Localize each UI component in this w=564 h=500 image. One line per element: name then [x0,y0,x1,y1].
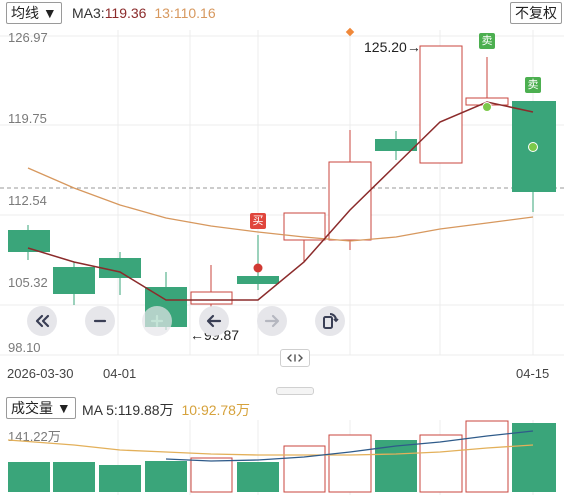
volume-bar-2 [53,462,95,492]
price-tick-1: 126.97 [8,30,48,45]
high-price-label: 125.20→ [364,39,421,55]
price-tick-4: 105.32 [8,275,48,290]
panel-resize-handle[interactable] [276,387,314,395]
indicator-select[interactable]: 均线 ▼ [6,2,62,24]
date-tick-3: 04-15 [516,366,550,381]
volume-bar-10 [419,434,463,493]
volume-bar-5 [190,457,233,493]
candle-2 [53,267,95,294]
candle-8 [328,161,372,241]
volume-indicator-select[interactable]: 成交量 ▼ [6,397,76,419]
sell-signal-dot-2[interactable] [528,142,538,152]
candle-5 [190,291,233,305]
vol-ma10-value: 92.78万 [200,402,250,418]
buy-tag[interactable]: 买 [250,213,266,229]
candle-9 [375,139,417,151]
arrow-left-icon [206,314,222,328]
date-tick-2: 04-01 [103,366,137,381]
candle-3 [99,258,141,278]
plus-icon [150,314,164,328]
volume-bar-7 [283,445,326,493]
candle-6 [237,276,279,284]
ma13-line [27,167,534,242]
event-marker [345,27,355,37]
volume-bar-9 [375,440,417,492]
volume-bar-4 [145,461,187,492]
sell-tag-2[interactable]: 卖 [525,77,541,93]
ma3-label: MA3: [72,5,105,21]
volume-bar-3 [99,465,141,492]
volume-bar-12 [512,423,556,492]
expand-horizontal-icon [287,354,303,362]
ma13-value: 110.16 [173,5,216,21]
minus-icon [93,319,107,323]
rotate-screen-button[interactable] [315,306,345,336]
zoom-in-button[interactable] [142,306,172,336]
scroll-to-start-button[interactable] [27,306,57,336]
sell-signal-dot-1[interactable] [482,102,492,112]
volume-chart[interactable] [0,420,564,500]
price-tick-5: 98.10 [8,340,41,355]
vol-ma5-value: 119.88万 [117,402,174,418]
vol-ma5-label: MA 5: [82,402,118,418]
volume-bar-11 [465,420,509,493]
volume-ma5-line [165,430,534,462]
volume-bar-8 [328,434,372,493]
double-left-icon [35,314,50,328]
scroll-left-button[interactable] [199,306,229,336]
ma3-line [27,101,534,301]
volume-ma10-line [7,439,534,456]
volume-bar-6 [237,462,279,492]
volume-bars [8,420,556,493]
rotate-screen-icon [323,313,339,329]
buy-signal-dot[interactable] [253,263,263,273]
candle-10 [419,45,463,164]
sell-tag-1[interactable]: 卖 [479,33,495,49]
price-tick-3: 112.54 [8,193,47,208]
vol-ma10-label: 10: [181,402,201,418]
expand-handle[interactable] [280,349,310,367]
ma3-value: 119.36 [104,5,147,21]
volume-tick-max: 141.22万 [8,429,61,444]
candle-1 [8,230,50,252]
scroll-right-button[interactable] [257,306,287,336]
volume-ma-legend: MA 5:119.88万 10:92.78万 [82,400,250,420]
date-tick-1: 2026-03-30 [7,366,74,381]
zoom-out-button[interactable] [85,306,115,336]
volume-bar-1 [8,462,50,492]
ma13-label: 13: [154,5,174,21]
ma-legend: MA3:119.36 13:110.16 [72,5,216,21]
arrow-right-icon [264,314,280,328]
adjust-button[interactable]: 不复权 [510,2,562,24]
price-tick-2: 119.75 [8,111,47,126]
